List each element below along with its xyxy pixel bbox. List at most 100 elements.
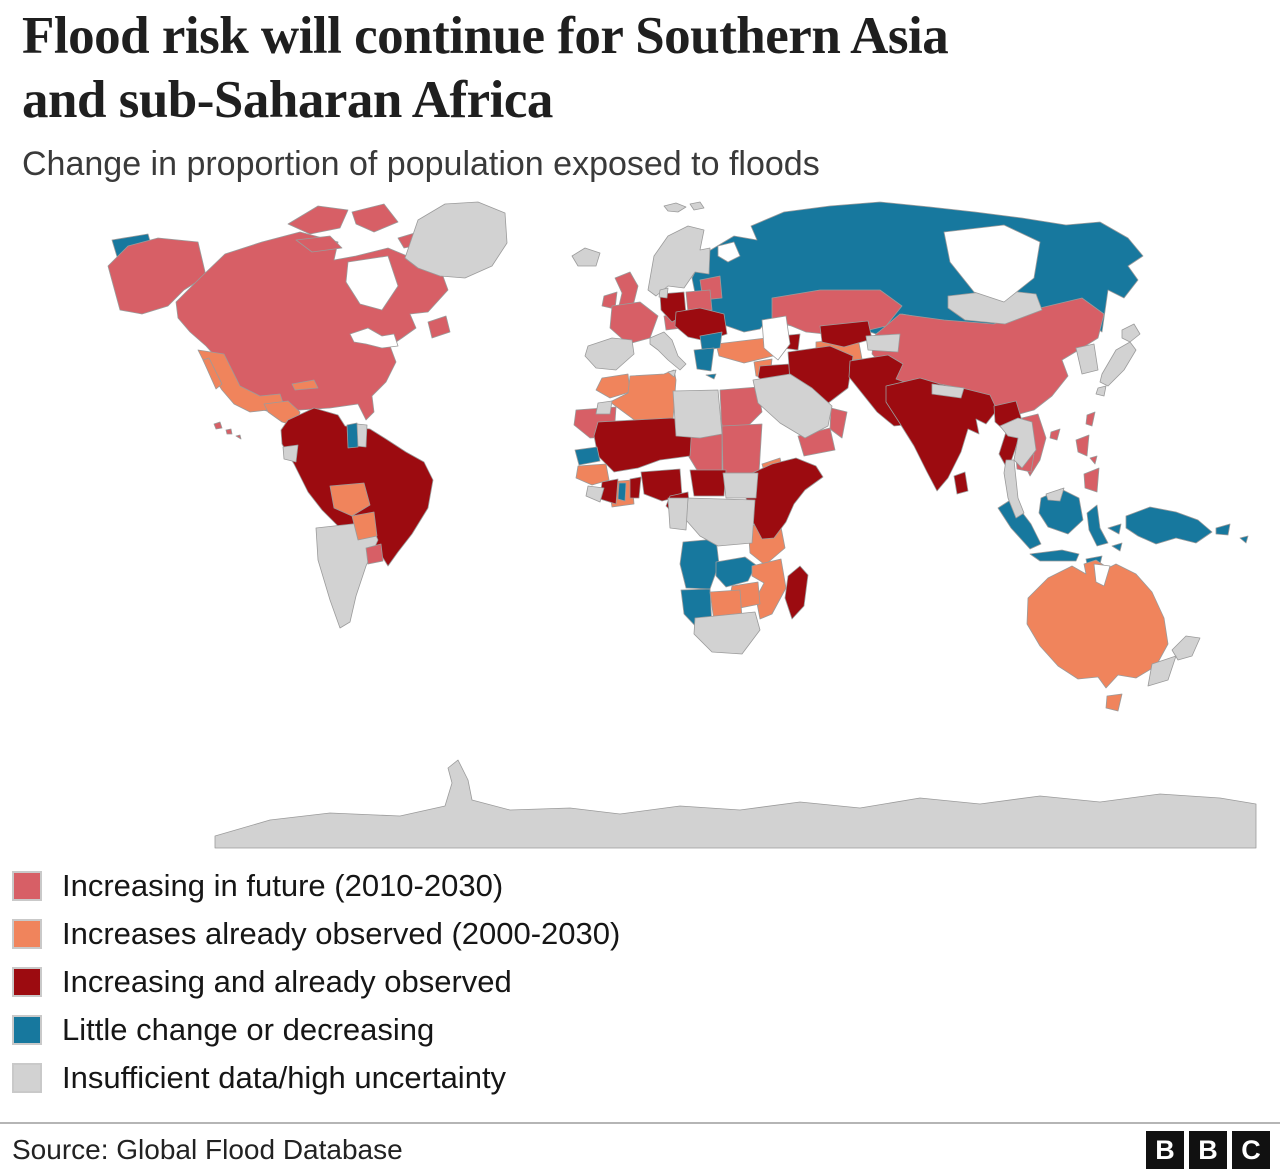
region-scandinavia — [647, 225, 711, 297]
region-uruguay — [365, 543, 384, 565]
region-saudi-arabia — [752, 373, 833, 439]
legend-item-increasing-future: Increasing in future (2010-2030) — [12, 862, 912, 910]
region-madagascar — [784, 565, 809, 620]
bbc-logo-letter-b1: B — [1146, 1131, 1184, 1169]
region-hawaii-3 — [235, 434, 242, 440]
region-guinea — [575, 463, 610, 486]
bbc-logo-letter-c: C — [1232, 1131, 1270, 1169]
legend-label-insufficient-data: Insufficient data/high uncertainty — [62, 1060, 507, 1095]
region-arctic-islands-2 — [351, 203, 399, 233]
legend-item-increases-observed: Increases already observed (2000-2030) — [12, 910, 912, 958]
siberia-nodata — [943, 224, 1041, 303]
region-zambia — [715, 556, 757, 588]
region-philippines-luzon — [1075, 434, 1090, 457]
legend-label-increasing-future: Increasing in future (2010-2030) — [62, 868, 504, 903]
region-hawaii-1 — [213, 421, 223, 430]
page-subtitle: Change in proportion of population expos… — [22, 145, 820, 183]
region-gabon-congo — [667, 497, 689, 531]
region-dr-congo — [685, 497, 756, 547]
region-philippines-mindanao — [1083, 467, 1100, 493]
region-cuba — [291, 379, 319, 391]
region-bolivia — [329, 482, 371, 517]
region-newfoundland — [427, 315, 451, 339]
white-sea — [717, 241, 741, 263]
region-japan-kyushu — [1095, 385, 1107, 397]
region-sulawesi — [1086, 504, 1109, 547]
legend-label-increases-observed: Increases already observed (2000-2030) — [62, 916, 621, 951]
legend-swatch-increasing-future — [12, 871, 42, 901]
region-canada-usa — [175, 231, 449, 421]
region-sierra-leone — [585, 485, 605, 503]
hudson-bay — [345, 255, 399, 311]
great-lakes — [349, 327, 399, 349]
legend-item-little-change: Little change or decreasing — [12, 1006, 912, 1054]
region-hawaii-2 — [225, 428, 233, 435]
region-arctic-islands-1 — [287, 205, 349, 235]
footer-divider — [0, 1122, 1280, 1124]
region-ecuador — [282, 444, 299, 463]
region-uzbekistan — [819, 320, 873, 348]
region-new-zealand-south — [1147, 655, 1177, 687]
region-korea — [1075, 343, 1099, 375]
legend-swatch-insufficient-data — [12, 1063, 42, 1093]
region-australia — [1026, 559, 1169, 689]
region-western-sahara — [595, 400, 613, 415]
bbc-logo-letter-b2: B — [1189, 1131, 1227, 1169]
region-mozambique — [751, 558, 787, 620]
region-togo-benin — [629, 476, 642, 499]
region-philippines-visayas — [1089, 455, 1098, 465]
region-iberia — [584, 337, 635, 371]
region-crete — [705, 373, 717, 380]
region-poland — [685, 289, 713, 313]
world-map — [0, 198, 1280, 856]
region-new-zealand-north — [1171, 635, 1201, 661]
region-solomons — [1239, 535, 1249, 544]
legend-swatch-increases-observed — [12, 919, 42, 949]
gulf-carpentaria — [1093, 563, 1111, 587]
region-bulgaria — [699, 331, 723, 351]
region-morocco — [595, 373, 631, 399]
region-horn-of-africa — [745, 457, 824, 540]
region-sri-lanka — [953, 471, 969, 495]
region-moluccas-2 — [1111, 542, 1123, 552]
legend-label-little-change: Little change or decreasing — [62, 1012, 435, 1047]
region-new-guinea — [1125, 506, 1213, 545]
caspian-sea — [761, 315, 791, 361]
region-sudan — [721, 423, 763, 474]
region-greenland — [404, 201, 508, 279]
title-line-2: and sub-Saharan Africa — [22, 71, 553, 129]
legend-item-insufficient-data: Insufficient data/high uncertainty — [12, 1054, 912, 1102]
region-south-sudan — [722, 472, 759, 499]
region-oman — [829, 407, 848, 439]
regions-little-change-overlays — [346, 331, 723, 502]
region-japan-hokkaido — [1121, 323, 1141, 343]
region-java — [1029, 549, 1080, 562]
region-south-africa — [693, 611, 761, 655]
region-antarctica — [214, 759, 1257, 849]
region-malay-peninsula — [1003, 459, 1025, 519]
region-svalbard-2 — [689, 201, 705, 211]
legend: Increasing in future (2010-2030) Increas… — [12, 862, 912, 1102]
region-japan-honshu — [1099, 341, 1137, 387]
region-italy — [649, 331, 687, 371]
region-angola — [679, 538, 720, 590]
region-tasmania — [1105, 693, 1123, 712]
legend-item-increasing-and-observed: Increasing and already observed — [12, 958, 912, 1006]
legend-swatch-increasing-and-observed — [12, 967, 42, 997]
region-central-african-republic — [689, 469, 727, 497]
region-nepal — [931, 383, 965, 399]
region-moluccas-1 — [1107, 523, 1122, 535]
region-turkey — [715, 337, 774, 364]
region-senegal — [574, 446, 601, 466]
region-kyrgyzstan-tajikistan — [865, 333, 901, 353]
regions-increasing-future-overlays — [365, 543, 384, 565]
region-baja — [202, 357, 223, 390]
region-north-borneo — [1045, 487, 1065, 502]
regions-increases-observed-overlays — [329, 482, 378, 541]
source-attribution: Source: Global Flood Database — [12, 1134, 403, 1165]
region-new-britain — [1215, 523, 1231, 536]
region-denmark — [658, 287, 669, 299]
region-arctic-islands-3 — [295, 235, 343, 253]
region-svalbard-1 — [663, 202, 687, 213]
